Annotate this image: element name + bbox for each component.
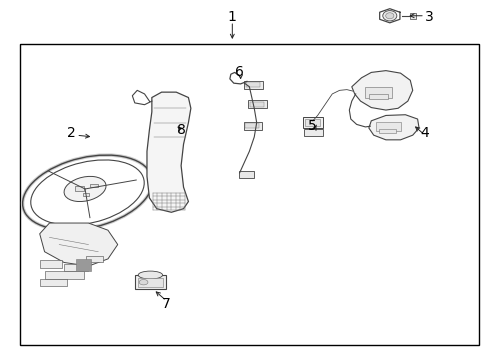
Bar [303,117,323,128]
Bar [243,122,262,130]
Text: 5: 5 [308,119,317,133]
Bar [246,82,260,87]
Bar [244,81,263,89]
Ellipse shape [139,279,148,285]
Text: 8: 8 [176,123,185,137]
Bar [135,275,166,289]
Ellipse shape [138,271,162,279]
Bar [250,102,264,107]
Text: 6: 6 [235,66,244,80]
Bar [304,129,322,136]
Text: 4: 4 [420,126,428,140]
Bar [75,186,84,191]
Circle shape [385,13,393,19]
Bar [76,259,91,271]
Circle shape [382,10,396,21]
Bar [44,271,83,279]
Polygon shape [351,71,412,110]
Bar [86,256,103,262]
Ellipse shape [64,176,106,202]
Bar [138,278,162,287]
Bar [378,129,395,134]
Bar [368,94,387,99]
Bar [409,13,415,19]
Polygon shape [40,223,118,266]
Bar [82,193,89,196]
Bar [40,279,66,286]
Bar [245,123,259,129]
Text: 1: 1 [227,10,236,24]
Bar [20,44,478,345]
Bar [90,184,98,187]
Bar [40,260,61,268]
Text: 7: 7 [162,297,170,311]
Bar [64,264,88,271]
Polygon shape [368,115,418,140]
Bar [248,100,266,108]
Text: 2: 2 [67,126,76,140]
Polygon shape [147,92,190,212]
Bar [365,87,391,98]
Text: 3: 3 [425,10,433,24]
Bar [305,119,320,126]
Bar [238,171,254,178]
Bar [375,122,400,131]
